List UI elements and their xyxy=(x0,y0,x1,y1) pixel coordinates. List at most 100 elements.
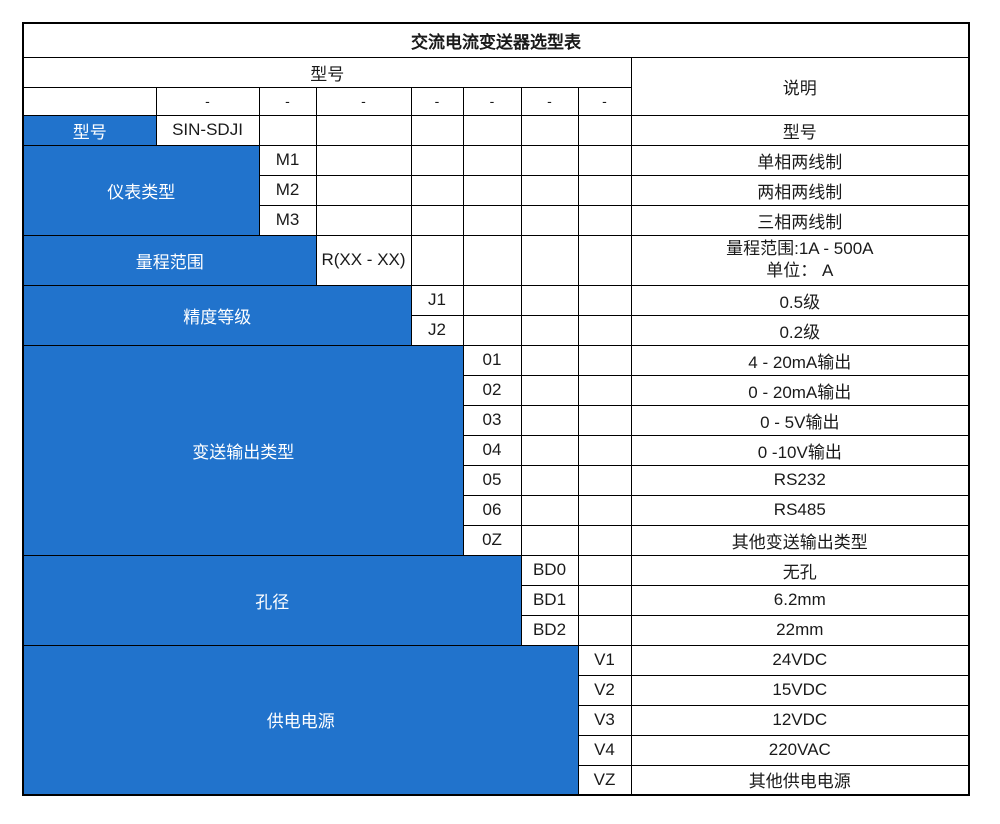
empty-cell xyxy=(520,464,579,496)
empty-cell xyxy=(577,174,632,206)
description-line: 量程范围:1A - 500A xyxy=(726,239,874,258)
code-cell-J2: J2 xyxy=(410,314,464,346)
option-row-01: 变送输出类型 01 4 - 20mA输出 xyxy=(22,344,970,556)
option-row-02: 02 0 - 20mA输出 xyxy=(23,374,970,406)
table-title: 交流电流变送器选型表 xyxy=(22,22,970,58)
empty-cell xyxy=(577,374,632,406)
empty-cell xyxy=(520,144,579,176)
code-cell-0Z: 0Z xyxy=(462,524,522,556)
code-cell-SIN-SDJI: SIN-SDJI xyxy=(155,114,260,146)
empty-cell xyxy=(462,234,522,286)
empty-cell xyxy=(577,524,632,556)
description-cell-M2: 两相两线制 xyxy=(630,174,970,206)
option-row-VZ: VZ 其他供电电源 xyxy=(23,764,970,796)
empty-cell xyxy=(577,614,632,646)
option-row-BD1: BD1 6.2mm xyxy=(23,584,970,616)
description-line: 单位： A xyxy=(766,261,834,280)
empty-cell xyxy=(520,314,579,346)
code-cell-V3: V3 xyxy=(577,704,632,736)
header-row: 型号 说明 xyxy=(22,56,970,116)
model-separator-cell: - xyxy=(462,86,522,116)
description-cell-V1: 24VDC xyxy=(630,644,970,676)
empty-cell xyxy=(577,494,632,526)
code-cell-BD1: BD1 xyxy=(520,584,579,616)
description-cell-BD2: 22mm xyxy=(630,614,970,646)
empty-cell xyxy=(462,114,522,146)
description-cell-SIN-SDJI: 型号 xyxy=(630,114,970,146)
option-row-03: 03 0 - 5V输出 xyxy=(23,404,970,436)
option-row-J2: J2 0.2级 xyxy=(23,314,970,346)
code-cell-03: 03 xyxy=(462,404,522,436)
empty-cell xyxy=(410,204,464,236)
model-separator-cell: - xyxy=(155,86,260,116)
model-separator-cell: - xyxy=(410,86,464,116)
empty-cell xyxy=(577,144,632,176)
description-cell-0Z: 其他变送输出类型 xyxy=(630,524,970,556)
category-output-type: 变送输出类型 xyxy=(22,344,464,556)
empty-cell xyxy=(520,174,579,206)
description-cell-V2: 15VDC xyxy=(630,674,970,706)
code-cell-V1: V1 xyxy=(577,644,632,676)
code-cell-M2: M2 xyxy=(258,174,317,206)
description-cell-V3: 12VDC xyxy=(630,704,970,736)
code-cell-BD0: BD0 xyxy=(520,554,579,586)
category-range: 量程范围 xyxy=(22,234,317,286)
empty-cell xyxy=(577,404,632,436)
empty-cell xyxy=(577,584,632,616)
option-row-06: 06 RS485 xyxy=(23,494,970,526)
option-row-R(XX - XX): 量程范围 R(XX - XX) 量程范围:1A - 500A 单位： A xyxy=(22,234,970,286)
description-cell-M3: 三相两线制 xyxy=(630,204,970,236)
code-cell-J1: J1 xyxy=(410,284,464,316)
option-row-V4: V4 220VAC xyxy=(23,734,970,766)
empty-cell xyxy=(462,284,522,316)
empty-cell xyxy=(315,204,412,236)
category-aperture: 孔径 xyxy=(22,554,522,646)
description-cell-02: 0 - 20mA输出 xyxy=(630,374,970,406)
code-cell-R(XX - XX): R(XX - XX) xyxy=(315,234,412,286)
code-cell-V4: V4 xyxy=(577,734,632,766)
empty-cell xyxy=(520,204,579,236)
empty-cell xyxy=(577,344,632,376)
code-cell-05: 05 xyxy=(462,464,522,496)
code-cell-04: 04 xyxy=(462,434,522,466)
description-cell-BD0: 无孔 xyxy=(630,554,970,586)
category-power-supply: 供电电源 xyxy=(22,644,579,796)
empty-cell xyxy=(315,174,412,206)
empty-cell xyxy=(520,234,579,286)
empty-cell xyxy=(462,314,522,346)
option-row-0Z: 0Z 其他变送输出类型 xyxy=(23,524,970,556)
empty-cell xyxy=(462,174,522,206)
option-row-M1: 仪表类型 M1 单相两线制 xyxy=(22,144,970,236)
description-cell-BD1: 6.2mm xyxy=(630,584,970,616)
description-header: 说明 xyxy=(630,56,970,116)
option-row-05: 05 RS232 xyxy=(23,464,970,496)
title-row: 交流电流变送器选型表 xyxy=(22,22,970,58)
model-separator-cell: - xyxy=(315,86,412,116)
code-cell-BD2: BD2 xyxy=(520,614,579,646)
empty-cell xyxy=(577,204,632,236)
model-separator-cell: - xyxy=(520,86,579,116)
empty-cell xyxy=(520,374,579,406)
empty-cell xyxy=(410,114,464,146)
description-cell-J1: 0.5级 xyxy=(630,284,970,316)
empty-cell xyxy=(577,464,632,496)
code-cell-M3: M3 xyxy=(258,204,317,236)
selection-table: 交流电流变送器选型表 型号 说明 ------- 型号 SIN-SDJI 型号 仪表类… xyxy=(22,22,971,796)
empty-cell xyxy=(520,524,579,556)
model-group-header: 型号 xyxy=(22,56,632,88)
option-row-SIN-SDJI: 型号 SIN-SDJI 型号 xyxy=(22,114,970,146)
empty-cell xyxy=(462,204,522,236)
empty-cell xyxy=(577,554,632,586)
empty-cell xyxy=(577,114,632,146)
model-separator-cell: - xyxy=(258,86,317,116)
empty-cell xyxy=(577,284,632,316)
empty-cell xyxy=(462,144,522,176)
description-cell-J2: 0.2级 xyxy=(630,314,970,346)
description-cell-V4: 220VAC xyxy=(630,734,970,766)
empty-cell xyxy=(577,314,632,346)
option-row-BD0: 孔径 BD0 无孔 xyxy=(22,554,970,646)
description-cell-01: 4 - 20mA输出 xyxy=(630,344,970,376)
empty-cell xyxy=(520,434,579,466)
code-cell-01: 01 xyxy=(462,344,522,376)
